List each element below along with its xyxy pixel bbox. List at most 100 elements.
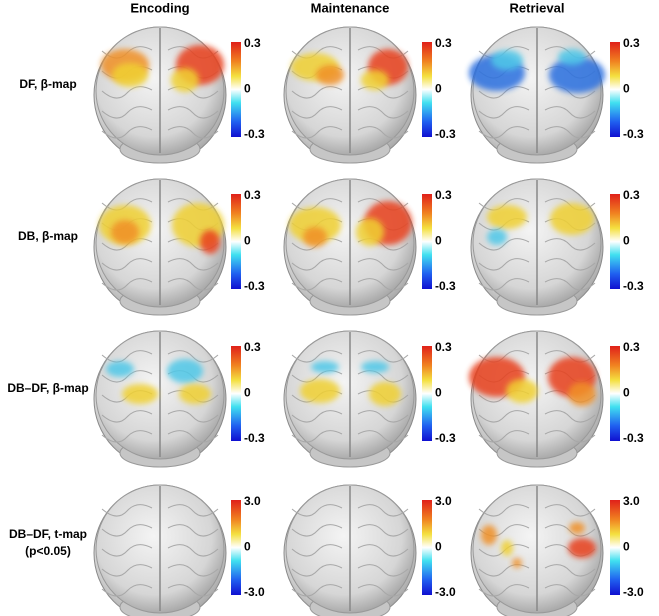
activation xyxy=(361,361,389,373)
gyrus xyxy=(167,504,219,517)
colorbar-label: 0.3 xyxy=(623,340,640,354)
gyrus xyxy=(167,106,219,119)
gyrus xyxy=(357,430,409,443)
colorbar-label: 3.0 xyxy=(623,494,640,508)
gyrus xyxy=(544,258,596,271)
colorbar-label: -0.3 xyxy=(435,431,456,445)
colorbar-label: -0.3 xyxy=(244,127,265,141)
activation xyxy=(506,379,538,403)
gyrus xyxy=(101,524,153,537)
gyrus xyxy=(291,106,343,119)
row-label: DB, β-map xyxy=(18,229,78,243)
activation xyxy=(171,68,199,92)
colorbar-label: -0.3 xyxy=(623,279,644,293)
colorbar-label: 0.3 xyxy=(623,36,640,50)
activation xyxy=(167,359,203,383)
gyrus xyxy=(101,258,153,271)
colorbar xyxy=(610,42,620,137)
gyrus xyxy=(544,524,596,537)
colorbar-label: 0 xyxy=(623,386,630,400)
gyrus xyxy=(167,584,219,597)
gyrus xyxy=(478,198,530,211)
colorbar-label: 0 xyxy=(435,234,442,248)
gyrus xyxy=(291,350,343,363)
colorbar xyxy=(422,42,432,137)
gyrus xyxy=(291,126,343,139)
activation xyxy=(300,379,340,403)
colorbar-label: 0 xyxy=(623,540,630,554)
gyrus xyxy=(544,584,596,597)
gyrus xyxy=(101,278,153,291)
colorbar-label: -3.0 xyxy=(244,585,265,599)
activation xyxy=(568,382,596,406)
brain-panel xyxy=(469,330,604,468)
gyrus xyxy=(101,370,153,383)
gyrus xyxy=(544,278,596,291)
gyrus xyxy=(357,584,409,597)
colorbar xyxy=(610,500,620,595)
brain-panel xyxy=(283,484,417,616)
gyrus xyxy=(101,504,153,517)
gyrus xyxy=(101,350,153,363)
gyrus xyxy=(291,410,343,423)
activation xyxy=(558,49,586,65)
colorbar-label: -3.0 xyxy=(623,585,644,599)
activation xyxy=(512,558,522,568)
activation xyxy=(491,50,523,70)
activation xyxy=(106,361,134,377)
gyrus xyxy=(291,258,343,271)
gyrus xyxy=(357,410,409,423)
colorbar-label: -0.3 xyxy=(623,127,644,141)
activation xyxy=(369,382,401,406)
gyrus xyxy=(101,430,153,443)
gyrus xyxy=(544,410,596,423)
row-label: (p<0.05) xyxy=(25,544,71,558)
colorbar-label: 3.0 xyxy=(435,494,452,508)
colorbar xyxy=(231,42,241,137)
colorbar-label: 0.3 xyxy=(244,340,261,354)
brain-panel xyxy=(283,26,417,164)
activation xyxy=(311,361,339,373)
brain-panel xyxy=(283,330,417,468)
gyrus xyxy=(167,430,219,443)
colorbar-label: 0.3 xyxy=(435,188,452,202)
gyrus xyxy=(291,584,343,597)
gyrus xyxy=(478,86,530,99)
gyrus xyxy=(291,430,343,443)
gyrus xyxy=(478,278,530,291)
activation xyxy=(316,65,344,85)
row-label: DB–DF, t-map xyxy=(9,527,87,541)
gyrus xyxy=(357,278,409,291)
gyrus xyxy=(357,504,409,517)
gyrus xyxy=(167,544,219,557)
gyrus xyxy=(101,564,153,577)
gyrus xyxy=(167,258,219,271)
gyrus xyxy=(478,238,530,251)
brain-panel xyxy=(93,484,227,616)
gyrus xyxy=(357,258,409,271)
activation xyxy=(550,203,594,235)
brain-panel xyxy=(470,484,604,616)
gyrus xyxy=(544,430,596,443)
colorbar-label: -0.3 xyxy=(244,431,265,445)
colorbar xyxy=(610,346,620,441)
gyrus xyxy=(291,504,343,517)
colorbar-label: 0.3 xyxy=(435,340,452,354)
brain-panel xyxy=(93,178,227,316)
activation xyxy=(179,384,211,404)
gyrus xyxy=(357,106,409,119)
activation xyxy=(200,230,220,254)
colorbar-label: 0 xyxy=(623,82,630,96)
activation xyxy=(501,540,513,556)
gyrus xyxy=(478,584,530,597)
brain-panel xyxy=(470,178,604,316)
column-header: Maintenance xyxy=(311,0,390,15)
gyrus xyxy=(357,544,409,557)
column-header: Retrieval xyxy=(510,0,565,15)
activation xyxy=(289,207,341,243)
activation xyxy=(303,227,327,247)
gyrus xyxy=(291,278,343,291)
brain-panel xyxy=(93,330,227,468)
gyrus xyxy=(478,410,530,423)
gyrus xyxy=(544,504,596,517)
